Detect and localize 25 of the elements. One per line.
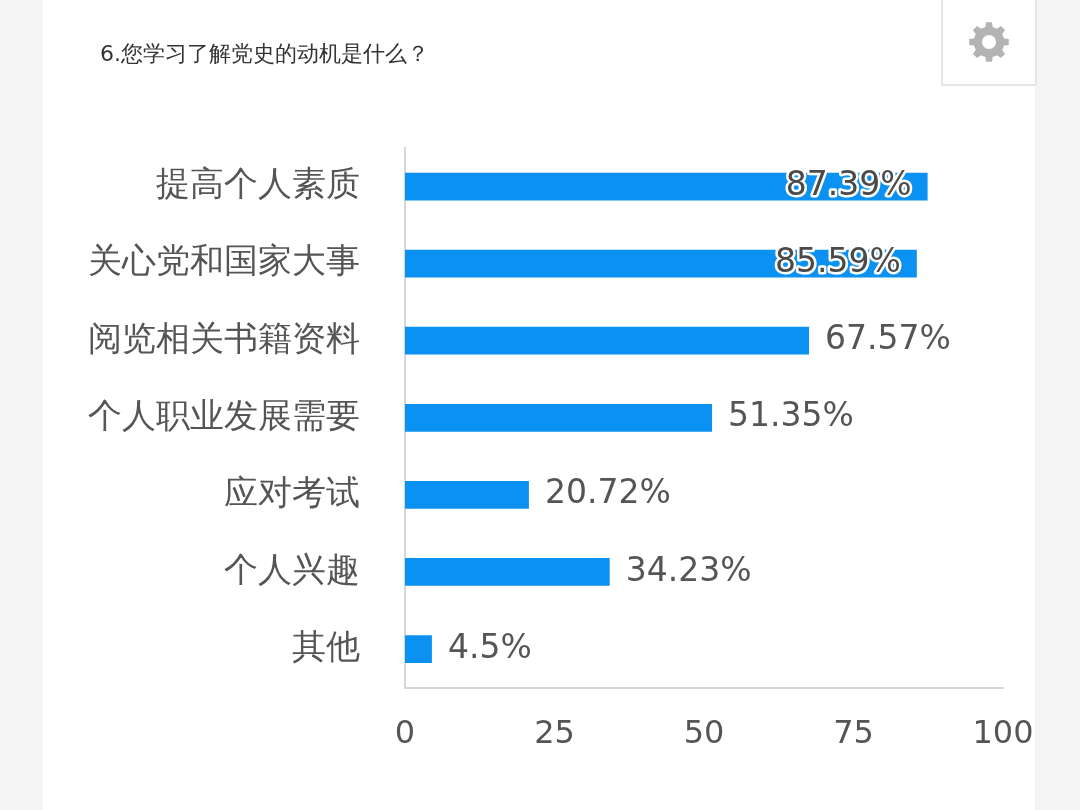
x-tick-label: 0	[394, 713, 416, 752]
bar	[405, 403, 713, 432]
data-label: 20.72%	[544, 472, 671, 512]
bar	[405, 326, 810, 355]
x-tick-label: 100	[972, 713, 1034, 752]
chart-title: 6.您学习了解党史的动机是什么？	[100, 40, 429, 66]
y-tick-label: 其他	[292, 625, 360, 666]
y-tick-label: 个人职业发展需要	[88, 394, 360, 435]
x-tick-label: 25	[534, 713, 575, 752]
data-label: 51.35%	[728, 395, 854, 435]
x-tick-label: 50	[683, 713, 725, 752]
data-label: 67.57%	[825, 318, 951, 358]
x-tick-label: 75	[833, 713, 874, 752]
bar	[405, 558, 610, 586]
y-tick-label: 应对考试	[224, 471, 360, 512]
bar	[405, 481, 529, 509]
y-tick-label: 提高个人素质	[156, 163, 360, 204]
bar	[405, 635, 432, 663]
y-tick-label: 个人兴趣	[224, 548, 360, 589]
data-label: 87.39%	[785, 164, 912, 204]
data-label: 34.23%	[625, 549, 752, 589]
data-label: 85.59%	[774, 241, 901, 281]
y-tick-label: 阅览相关书籍资料	[88, 317, 360, 358]
y-tick-label: 关心党和国家大事	[88, 240, 360, 281]
data-label: 4.5%	[447, 626, 532, 666]
